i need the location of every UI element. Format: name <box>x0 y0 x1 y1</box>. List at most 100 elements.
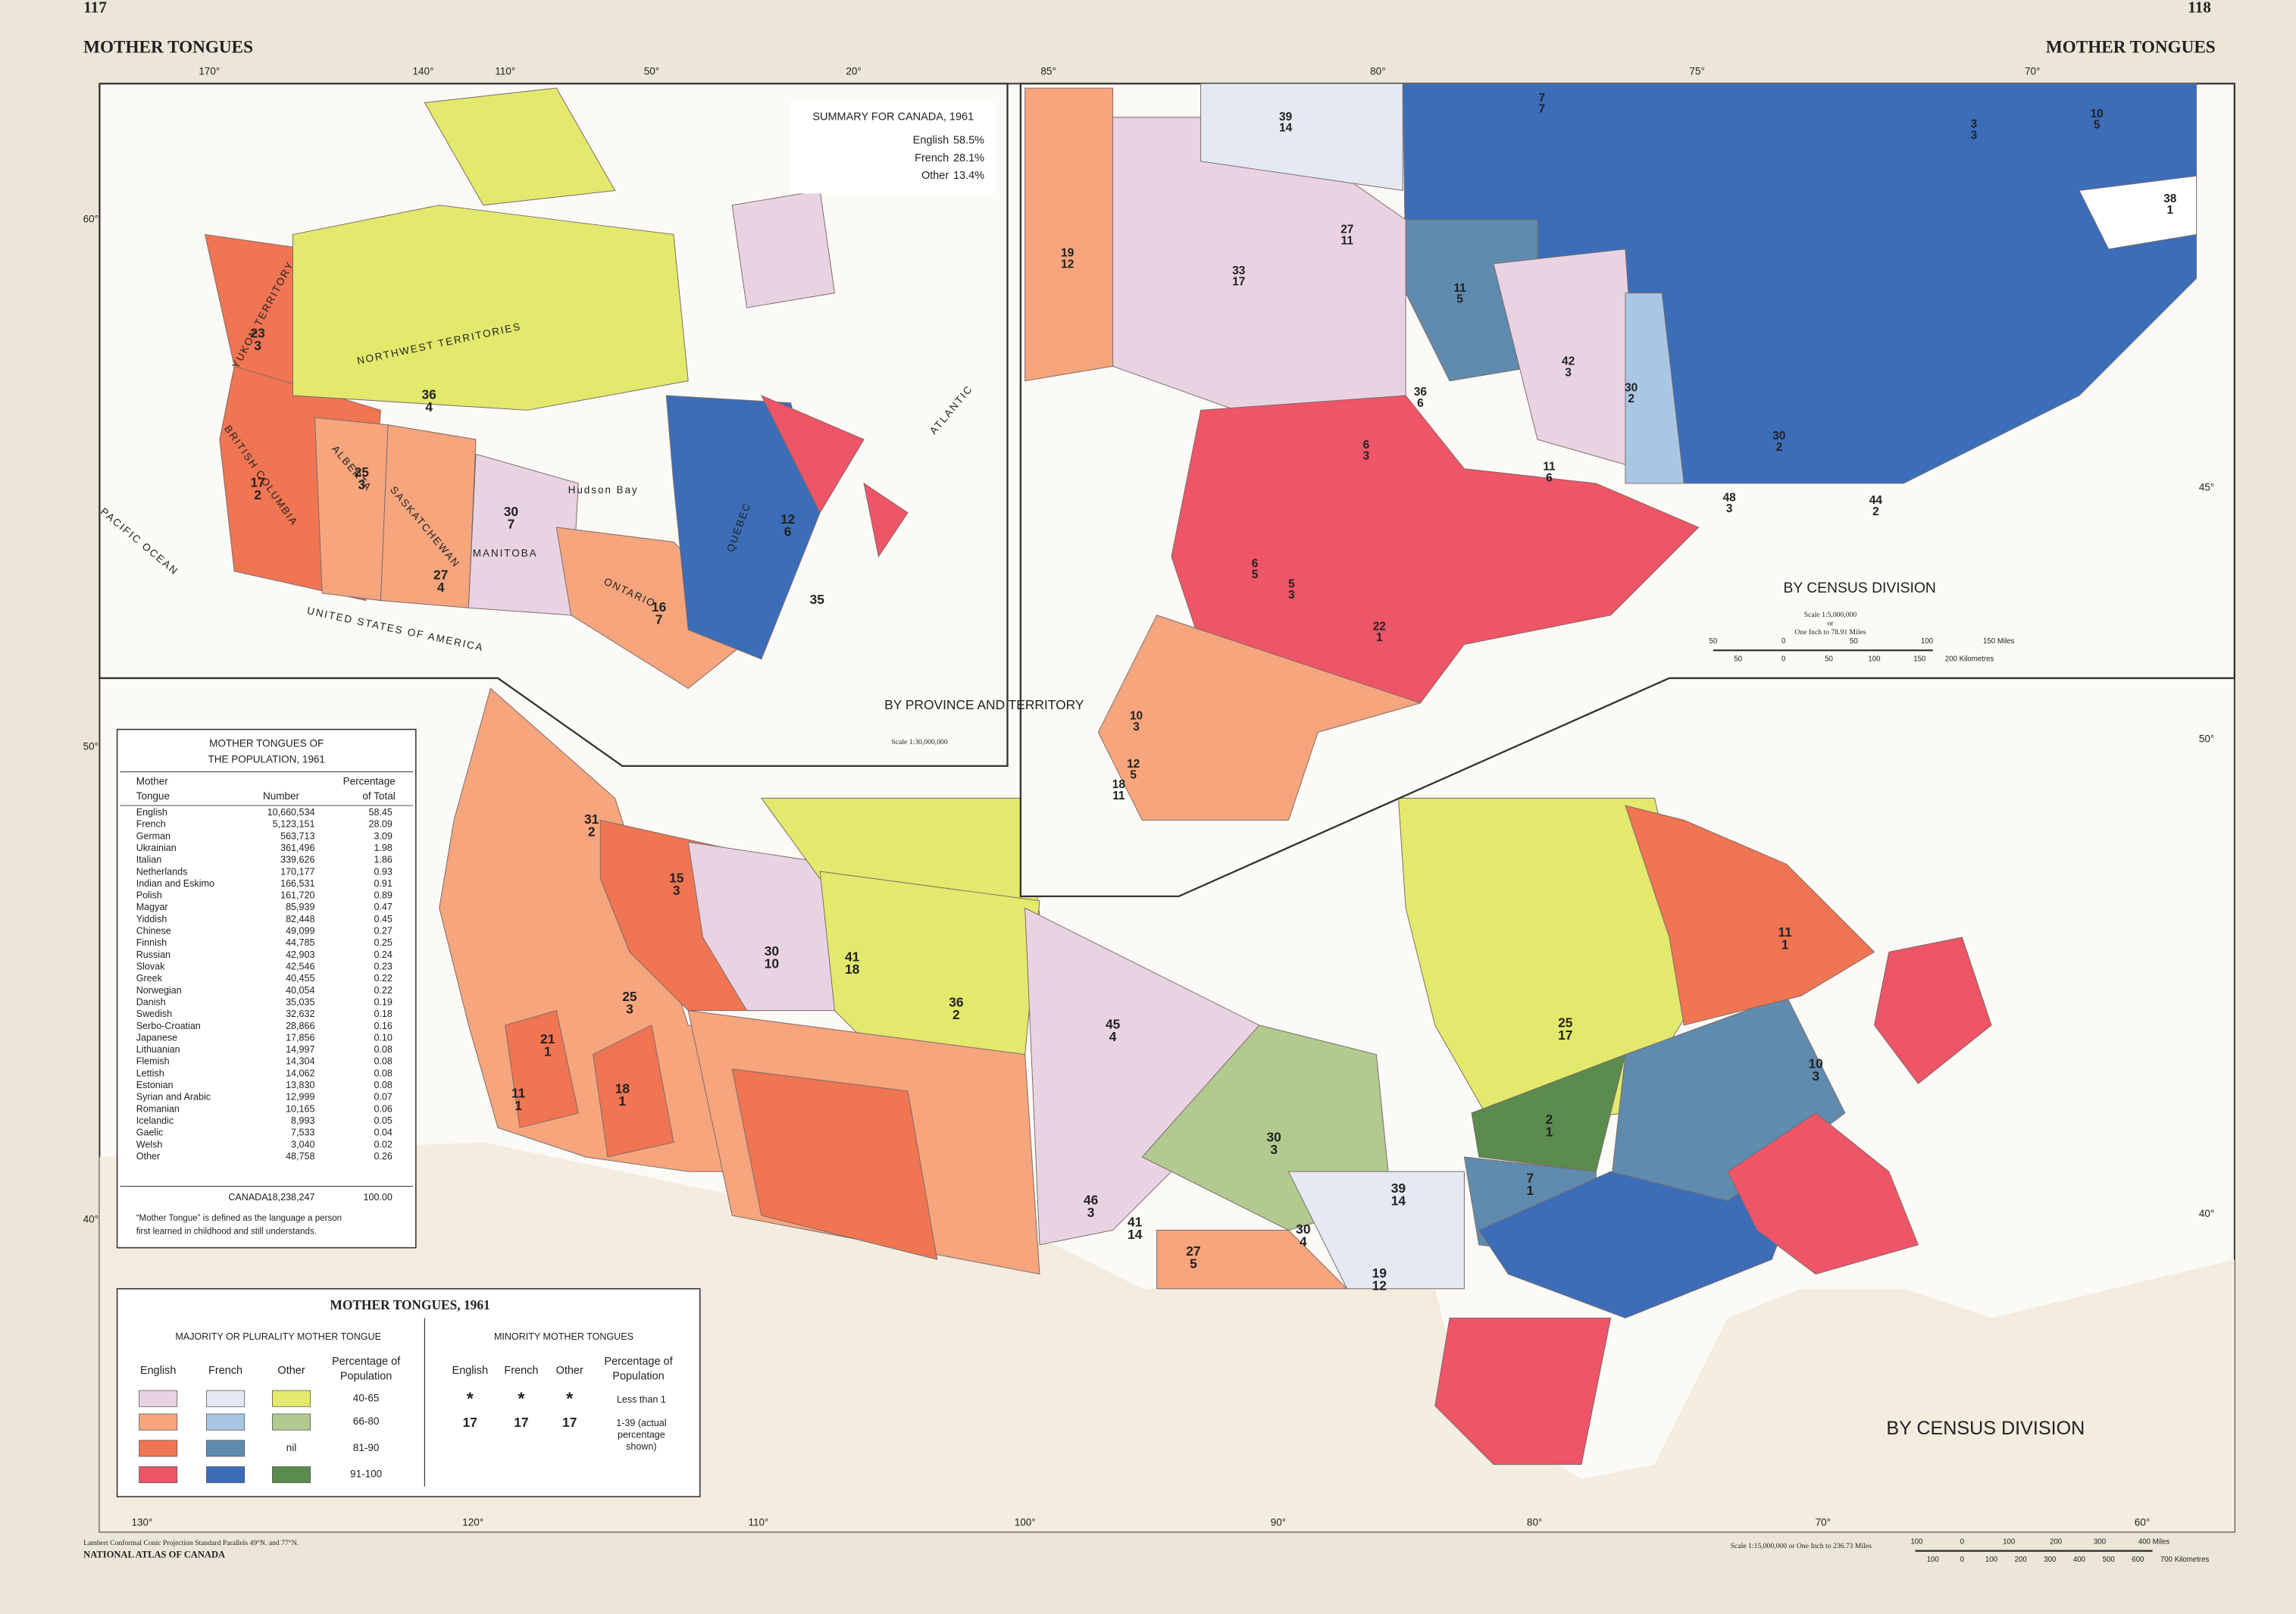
graticule-label: 75° <box>1689 66 1704 77</box>
region <box>1200 83 1403 192</box>
graticule-label: 120° <box>462 1517 483 1528</box>
table-cell: 40,054 <box>286 985 314 996</box>
region-value: 48 <box>1723 491 1737 504</box>
table-cell: 13,830 <box>286 1080 314 1090</box>
table-cell: Syrian and Arabic <box>136 1092 211 1103</box>
region-value: 5 <box>1252 568 1259 581</box>
graticule-label: 100° <box>1015 1517 1036 1528</box>
scale-label: 100 <box>2003 1538 2015 1547</box>
legend-symbol: * <box>566 1389 573 1409</box>
region-value: 2 <box>588 824 596 840</box>
legend-symbol: 17 <box>463 1415 477 1430</box>
region-value: 3 <box>1971 129 1978 142</box>
legend-column: Percentage of <box>332 1356 401 1368</box>
table-note: first learned in childhood and still und… <box>136 1227 317 1236</box>
region-value: 17 <box>1232 276 1245 289</box>
scale-label: 50 <box>1734 655 1742 663</box>
region <box>1156 1229 1348 1290</box>
region-value: 1 <box>2167 204 2174 217</box>
region-value: 19 <box>1061 247 1074 260</box>
graticule-label: 140° <box>412 66 433 77</box>
scale-label: 50 <box>1709 637 1718 646</box>
region-value: 3 <box>1270 1142 1278 1157</box>
table-box <box>116 728 417 1249</box>
census-inset-regions <box>1024 83 2197 821</box>
region <box>1097 615 1422 821</box>
scale-text: Scale 1:15,000,000 or One Inch to 236.73… <box>1731 1542 1872 1550</box>
table-cell: Ukrainian <box>136 843 177 853</box>
table-cell: Welsh <box>136 1139 163 1150</box>
graticule-label: 110° <box>749 1517 769 1528</box>
graticule-label: 50° <box>644 66 659 77</box>
table-cell: Greek <box>136 973 163 984</box>
region-value: 5 <box>1130 769 1137 782</box>
table-cell: Japanese <box>136 1032 177 1043</box>
table-cell: 339,626 <box>280 855 314 865</box>
region-value: 15 <box>669 870 684 885</box>
region-value: 1 <box>515 1098 522 1113</box>
legend-range: 1-39 (actual <box>616 1418 666 1428</box>
table-cell: 0.18 <box>374 1009 392 1019</box>
summary-label: Other <box>921 170 949 182</box>
region-value: 11 <box>1112 790 1125 802</box>
table-cell: 14,304 <box>286 1056 314 1067</box>
region-value: 5 <box>2094 119 2100 132</box>
region-value: 3 <box>1812 1068 1819 1084</box>
table-cell: German <box>136 830 170 841</box>
table-total: 100.00 <box>363 1192 392 1203</box>
scale-label: 200 Kilometres <box>1945 655 1994 663</box>
legend-range: percentage <box>618 1429 665 1440</box>
table-cell: Lettish <box>136 1068 164 1078</box>
region-value: 10 <box>1809 1056 1823 1071</box>
graticule-label: 70° <box>2025 66 2040 77</box>
table-cell: 12,999 <box>286 1092 314 1103</box>
region-value: 42 <box>1562 355 1575 368</box>
table-cell: 28.09 <box>368 819 392 830</box>
region-value: 35 <box>810 592 825 607</box>
table-cell: Polish <box>136 890 162 901</box>
legend-range: 91-100 <box>350 1469 382 1480</box>
legend-nil: nil <box>286 1442 297 1453</box>
region-value: 19 <box>1372 1265 1387 1281</box>
scale-label: 500 <box>2103 1556 2115 1564</box>
region-value: 27 <box>1186 1243 1200 1259</box>
province-inset-regions <box>204 87 909 690</box>
legend-column: Other <box>277 1365 305 1377</box>
scale-label: 200 <box>2015 1556 2027 1564</box>
map-title: BY CENSUS DIVISION <box>1886 1418 2085 1439</box>
table-cell: 14,997 <box>286 1044 314 1055</box>
legend-swatch <box>206 1466 246 1484</box>
region-value: 1 <box>1376 631 1383 644</box>
inset-scale: Scale 1:30,000,000 <box>891 738 947 746</box>
table-cell: 10,660,534 <box>267 807 315 818</box>
graticule-label: 40° <box>2199 1208 2214 1219</box>
region-value: 25 <box>1558 1015 1573 1031</box>
table-cell: 48,758 <box>286 1151 314 1162</box>
region-value: 25 <box>622 989 637 1004</box>
summary-value: 28.1% <box>953 152 984 164</box>
legend-column: French <box>504 1365 538 1377</box>
graticule-label: 170° <box>199 66 220 77</box>
legend-range: shown) <box>626 1441 656 1452</box>
scale-label: 100 <box>1921 637 1933 646</box>
table-cell: 42,903 <box>286 949 314 960</box>
legend-swatch <box>206 1413 246 1431</box>
region-value: 7 <box>1527 1170 1534 1185</box>
scale-label: 150 Miles <box>1983 637 2014 646</box>
region-value: 6 <box>1417 397 1424 410</box>
scale-label: 400 <box>2073 1556 2085 1564</box>
region-value: 4 <box>437 580 445 595</box>
region-value: 3 <box>1087 1205 1095 1220</box>
graticule-label: 80° <box>1370 66 1385 77</box>
footer-atlas: NATIONAL ATLAS OF CANADA <box>83 1549 225 1559</box>
legend-swatch <box>206 1440 246 1457</box>
region-value: 22 <box>1373 620 1386 633</box>
region <box>380 424 477 608</box>
region <box>2079 175 2197 250</box>
inset-title: BY CENSUS DIVISION <box>1783 580 1935 596</box>
table-cell: 35,035 <box>286 996 314 1007</box>
legend-symbol: * <box>518 1389 524 1409</box>
legend-swatch <box>272 1390 311 1407</box>
region-value: 3 <box>254 338 261 353</box>
region-value: 36 <box>949 995 964 1010</box>
